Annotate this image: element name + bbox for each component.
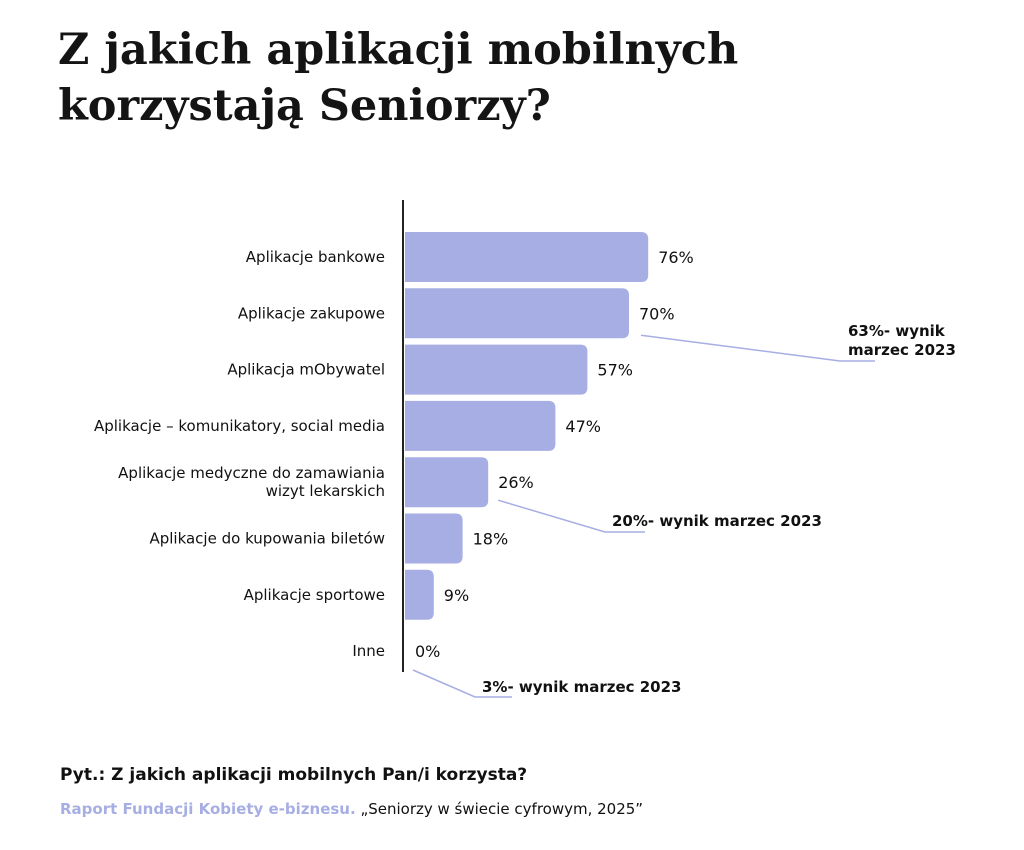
title-line-1: Z jakich aplikacji mobilnych (58, 25, 739, 75)
source-organization: Raport Fundacji Kobiety e-biznesu. (60, 800, 356, 818)
category-label: Aplikacje do kupowania biletów (149, 530, 385, 548)
category-label: Aplikacje medyczne do zamawiania wizyt le… (118, 464, 385, 500)
value-label: 70% (639, 304, 675, 323)
value-label: 26% (498, 473, 534, 492)
value-label: 18% (473, 530, 509, 549)
page-title: Z jakich aplikacji mobilnych korzystają … (58, 22, 958, 134)
bar (405, 569, 434, 620)
annotation-leader-line (640, 334, 875, 362)
title-line-2: korzystają Seniorzy? (58, 81, 551, 131)
category-label: Aplikacje bankowe (246, 248, 385, 266)
bar (405, 288, 629, 339)
survey-question: Pyt.: Z jakich aplikacji mobilnych Pan/i… (60, 765, 528, 785)
value-label: 9% (444, 586, 469, 605)
value-label: 0% (415, 642, 440, 661)
value-label: 47% (565, 417, 601, 436)
annotation-label: 3%- wynik marzec 2023 (482, 678, 681, 696)
value-label: 76% (658, 248, 694, 267)
source-note: Raport Fundacji Kobiety e-biznesu. „Seni… (60, 800, 643, 818)
annotation-label: 63%- wynik marzec 2023 (848, 322, 956, 359)
bar (405, 232, 649, 282)
annotation-label: 20%- wynik marzec 2023 (612, 512, 822, 530)
bar (405, 457, 489, 508)
category-label: Aplikacja mObywatel (227, 361, 385, 379)
source-report-title: „Seniorzy w świecie cyfrowym, 2025” (355, 800, 644, 818)
bar (405, 344, 588, 395)
category-label: Aplikacje – komunikatory, social media (94, 417, 385, 435)
annotation-leader-line (497, 499, 645, 533)
value-label: 57% (597, 361, 633, 380)
bar (405, 400, 556, 451)
annotation-leader-line (412, 669, 512, 698)
category-label: Aplikacje zakupowe (238, 304, 385, 322)
bar (405, 513, 463, 564)
category-label: Inne (352, 642, 385, 660)
category-label: Aplikacje sportowe (244, 586, 385, 604)
